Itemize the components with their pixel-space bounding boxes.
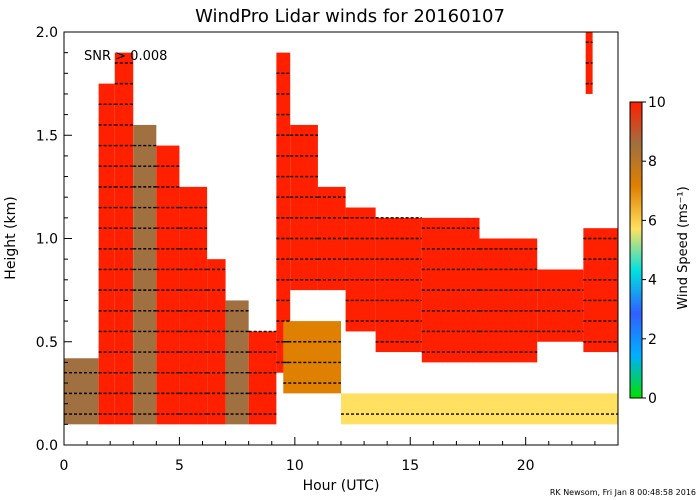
coverage-block-18 [341, 393, 618, 425]
colorbar: 0 2 4 6 8 10 [629, 95, 666, 407]
y-axis: 0.0 0.5 1.0 1.5 2.0 [36, 25, 72, 454]
coverage-block-3 [133, 124, 157, 425]
credit-text: RK Newsom, Fri Jan 8 00:48:58 2016 [550, 488, 696, 497]
x-tick-label: 10 [286, 458, 304, 474]
colorbar-gradient [629, 101, 643, 399]
x-tick-label: 15 [401, 458, 419, 474]
coverage-block-5 [179, 186, 208, 425]
y-tick-label: 2.0 [36, 25, 58, 41]
plot-area [63, 31, 619, 446]
coverage-block-11 [317, 186, 346, 291]
colorbar-tick-label: 4 [648, 273, 657, 289]
y-axis-label: Height (km) [3, 196, 19, 279]
coverage-block-13 [375, 217, 422, 353]
y-tick-label: 1.5 [36, 128, 58, 144]
coverage-block-15 [479, 238, 538, 363]
colorbar-label: Wind Speed (ms⁻¹) [676, 186, 691, 309]
coverage-block-16 [537, 269, 584, 342]
colorbar-tick-label: 10 [648, 95, 666, 111]
coverage-block-17 [583, 228, 618, 353]
x-tick-label: 0 [60, 458, 69, 474]
coverage-block-9 [276, 52, 291, 373]
y-tick-label: 1.0 [36, 232, 58, 248]
colorbar-tick-label: 0 [648, 391, 657, 407]
coverage-block-14 [421, 217, 480, 363]
colorbar-tick-label: 2 [648, 332, 657, 348]
coverage-block-7 [225, 300, 249, 425]
coverage-block-10 [290, 124, 318, 291]
coverage-block-4 [156, 145, 180, 425]
coverage-block-1 [98, 83, 115, 425]
coverage-block-19 [283, 321, 341, 394]
coverage-block-8 [248, 331, 277, 425]
x-tick-label: 5 [175, 458, 184, 474]
y-tick-label: 0.5 [36, 335, 58, 351]
x-axis: 0 5 10 15 20 [60, 437, 619, 474]
x-tick-label: 20 [517, 458, 535, 474]
x-axis-label: Hour (UTC) [303, 478, 380, 494]
coverage-block-2 [114, 52, 134, 425]
snr-annotation: SNR > 0.008 [84, 49, 167, 64]
chart-title: WindPro Lidar winds for 20160107 [195, 6, 505, 27]
colorbar-tick-label: 8 [648, 154, 657, 170]
coverage-block-20 [585, 32, 593, 94]
y-tick-label: 0.0 [36, 438, 58, 454]
coverage-block-6 [207, 259, 226, 425]
colorbar-tick-label: 6 [648, 213, 657, 229]
coverage-block-12 [345, 207, 376, 332]
